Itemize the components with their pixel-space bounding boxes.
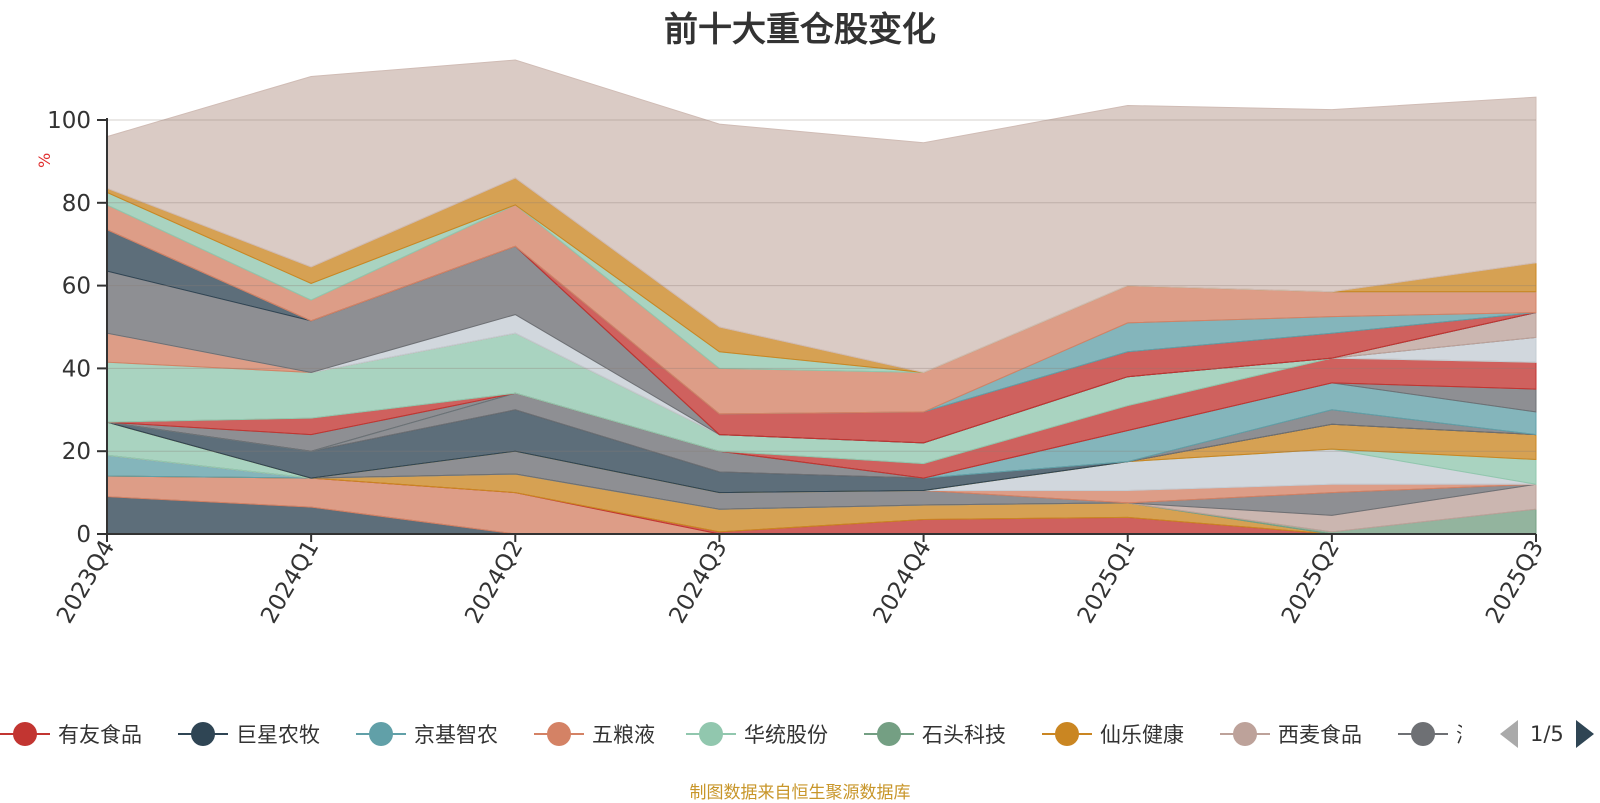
legend: 有友食品 巨星农牧 京基智农 五粮液 华统股份 石头科技 仙乐健康 西麦食品 海大集团 1/5 [0,718,1600,754]
legend-item-6[interactable]: 仙乐健康 [1042,718,1184,750]
legend-marker-icon [864,718,914,750]
legend-marker-icon [356,718,406,750]
axes [106,118,1536,535]
x-tick-label-7: 2025Q3 [1481,536,1549,628]
legend-marker-dot [13,722,37,746]
chart-title: 前十大重仓股变化 [664,10,936,50]
y-tick-label-40: 40 [62,356,91,382]
legend-item-2[interactable]: 京基智农 [356,718,498,750]
legend-marker-icon [1042,718,1092,750]
legend-label: 京基智农 [414,723,498,747]
legend-items: 有友食品 巨星农牧 京基智农 五粮液 华统股份 石头科技 仙乐健康 西麦食品 海大集团 [0,718,1462,754]
legend-marker-icon [534,718,584,750]
legend-label: 海大集团 [1456,719,1462,749]
legend-marker-icon [1220,718,1270,750]
y-tick-label-80: 80 [62,191,91,217]
x-tick-label-3: 2024Q3 [664,536,732,628]
x-tick-label-1: 2024Q1 [256,536,324,628]
x-tick-label-5: 2025Q1 [1073,536,1141,628]
x-tick-label-6: 2025Q2 [1277,536,1345,628]
legend-marker-icon [686,718,736,750]
stacked-area-chart: 巨星农牧五粮液有友食品仙乐健康京基智农石头科技西麦食品海大集团五粮液比亚迪华统股… [35,59,1549,628]
legend-item-1[interactable]: 巨星农牧 [178,718,320,750]
x-tick-label-2: 2024Q2 [460,536,528,628]
y-tick-label-60: 60 [62,274,91,300]
legend-label: 华统股份 [744,723,828,747]
legend-label: 五粮液 [592,723,655,747]
gridlines [107,119,1536,452]
legend-item-4[interactable]: 华统股份 [686,718,828,750]
legend-item-5[interactable]: 石头科技 [864,718,1006,750]
x-tick-label-4: 2024Q4 [869,536,937,628]
y-tick-label-0: 0 [76,522,91,548]
legend-next-page-icon[interactable] [1575,720,1594,748]
legend-marker-icon [178,718,228,750]
legend-item-0[interactable]: 有友食品 [0,718,142,750]
legend-marker-dot [369,722,393,746]
legend-label: 石头科技 [922,723,1006,747]
area-series-28: 其他 [106,59,1537,374]
area-series-group: 巨星农牧五粮液有友食品仙乐健康京基智农石头科技西麦食品海大集团五粮液比亚迪华统股… [106,59,1537,535]
legend-item-7[interactable]: 西麦食品 [1220,718,1362,750]
legend-label: 巨星农牧 [236,723,320,747]
x-tick-label-0: 2023Q4 [52,536,120,628]
legend-marker-dot [191,722,215,746]
y-tick-label-100: 100 [47,108,91,134]
legend-label: 西麦食品 [1278,723,1362,747]
legend-marker-icon [0,718,50,750]
legend-item-3[interactable]: 五粮液 [534,718,655,750]
legend-marker-dot [1411,722,1435,746]
legend-marker-dot [877,722,901,746]
legend-pager: 1/5 [1500,718,1594,750]
legend-marker-dot [1233,722,1257,746]
legend-label: 有友食品 [58,723,142,747]
y-tick-label-20: 20 [62,439,91,465]
y-axis-unit-label: % [35,153,54,168]
legend-marker-dot [1055,722,1079,746]
legend-prev-page-icon[interactable] [1500,720,1518,748]
legend-item-8[interactable]: 海大集团 [1398,718,1462,750]
legend-marker-dot [547,722,571,746]
legend-marker-icon [1398,718,1448,750]
legend-label: 仙乐健康 [1100,723,1184,747]
legend-marker-dot [699,722,723,746]
source-note: 制图数据来自恒生聚源数据库 [689,783,911,803]
legend-page-indicator: 1/5 [1530,722,1564,746]
